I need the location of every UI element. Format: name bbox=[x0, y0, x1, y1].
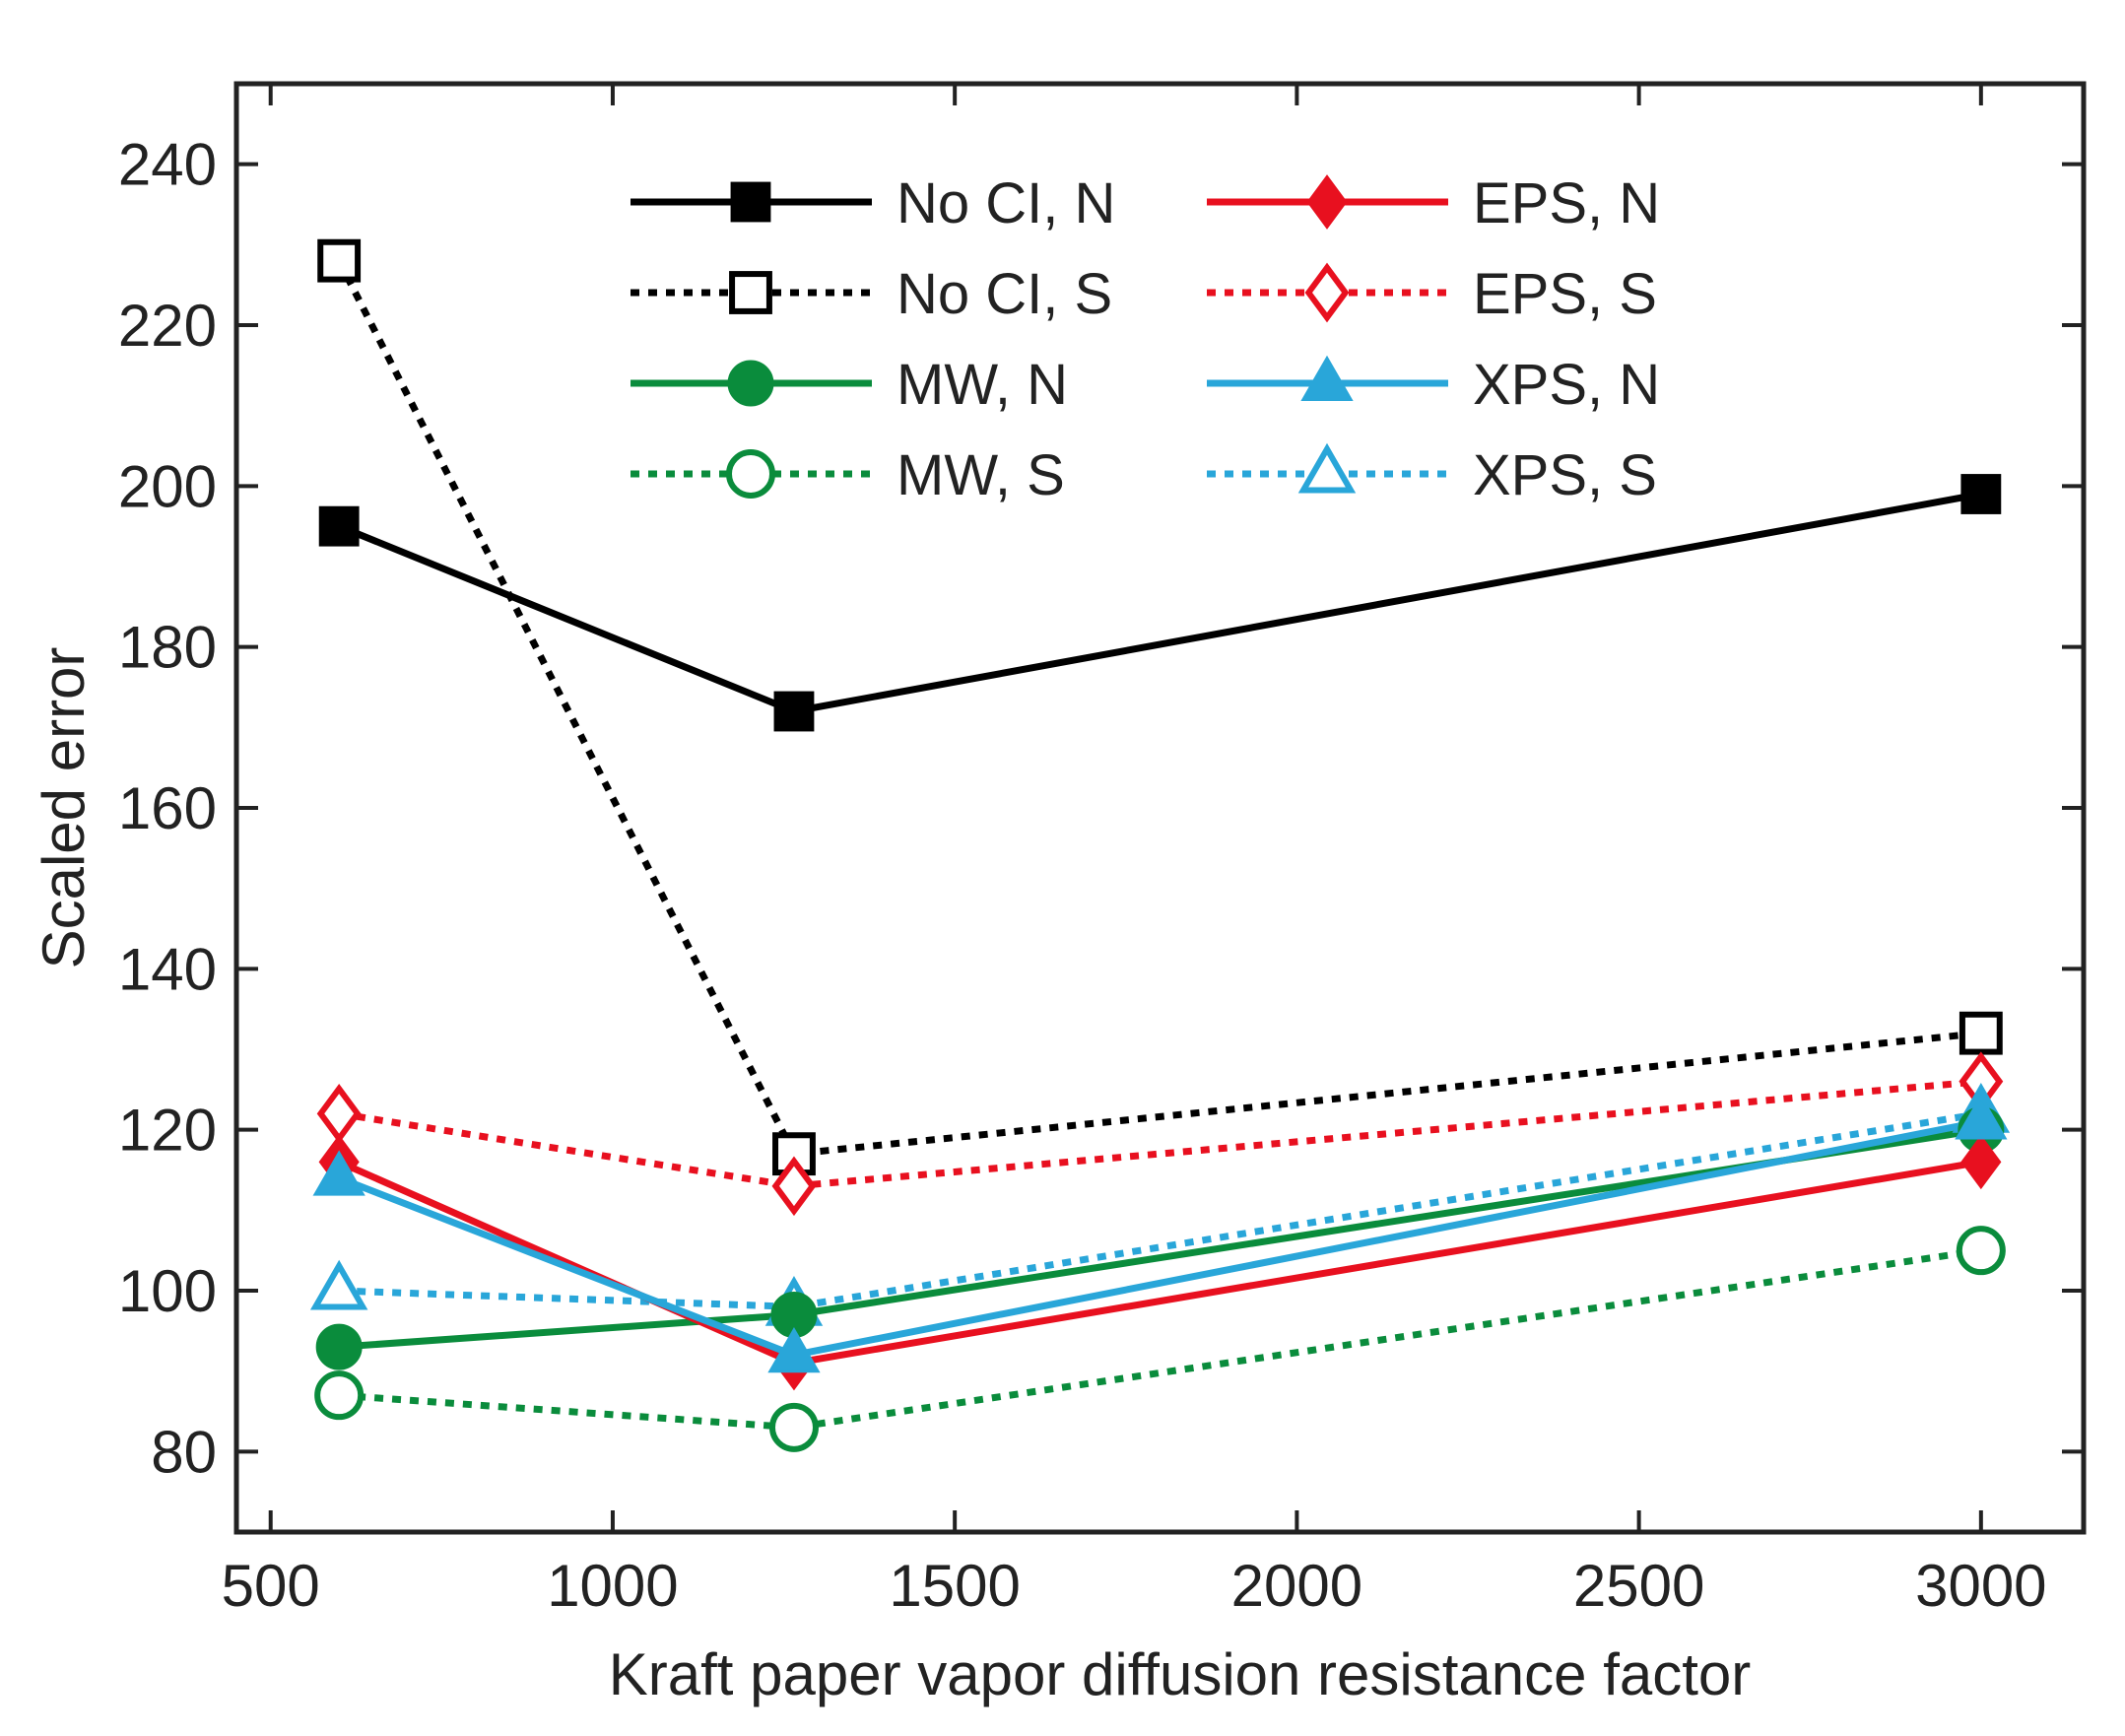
data-point-xps-n bbox=[312, 1150, 365, 1196]
legend-marker bbox=[727, 360, 774, 407]
legend-item-mw-s: MW, S bbox=[631, 443, 1065, 507]
data-point-no-ci-s bbox=[317, 238, 362, 283]
legend-label: EPS, S bbox=[1473, 262, 1657, 326]
legend-marker bbox=[729, 271, 772, 314]
legend-item-xps-s: XPS, S bbox=[1207, 442, 1657, 507]
data-point-no-ci-n bbox=[318, 505, 360, 547]
legend-marker bbox=[1306, 174, 1348, 230]
legend-marker bbox=[730, 181, 771, 223]
y-tick-label: 180 bbox=[118, 615, 217, 681]
legend-label: MW, N bbox=[896, 353, 1068, 417]
data-point-mw-s bbox=[314, 1370, 365, 1421]
data-point-mw-n bbox=[315, 1323, 363, 1370]
legend-label: EPS, N bbox=[1473, 171, 1660, 235]
x-tick-label: 500 bbox=[222, 1553, 320, 1619]
data-point-eps-s bbox=[771, 1156, 817, 1217]
legend-label: No CI, N bbox=[896, 171, 1115, 235]
legend-item-xps-n: XPS, N bbox=[1207, 353, 1660, 417]
legend-item-eps-s: EPS, S bbox=[1207, 262, 1657, 326]
data-point-no-ci-s bbox=[1959, 1011, 2003, 1055]
x-tick-label: 3000 bbox=[1915, 1553, 2046, 1619]
legend-marker bbox=[1297, 442, 1357, 494]
data-point-mw-s bbox=[768, 1402, 819, 1452]
y-axis-title: Scaled error bbox=[31, 647, 97, 969]
data-point-no-ci-n bbox=[773, 691, 815, 732]
series-line-xps-s bbox=[339, 1109, 1982, 1310]
legend-label: XPS, S bbox=[1473, 443, 1657, 507]
data-point-xps-n bbox=[1955, 1094, 2008, 1140]
y-tick-label: 120 bbox=[118, 1098, 217, 1164]
x-tick-label: 2000 bbox=[1231, 1553, 1362, 1619]
y-tick-label: 140 bbox=[118, 936, 217, 1002]
data-point-xps-n bbox=[767, 1327, 821, 1373]
series-layer bbox=[336, 259, 1982, 1432]
legend-label: No CI, S bbox=[896, 262, 1112, 326]
y-tick-label: 240 bbox=[118, 132, 217, 198]
legend-item-eps-n: EPS, N bbox=[1207, 171, 1660, 235]
marker-layer bbox=[309, 238, 2011, 1452]
y-tick-label: 80 bbox=[151, 1419, 217, 1485]
legend-item-mw-n: MW, N bbox=[631, 353, 1068, 417]
data-point-eps-n bbox=[1960, 1134, 2002, 1190]
legend-marker bbox=[1300, 355, 1354, 401]
data-point-no-ci-n bbox=[1960, 474, 2002, 514]
legend-item-no-ci-n: No CI, N bbox=[631, 171, 1115, 235]
data-point-mw-s bbox=[1956, 1226, 2006, 1276]
x-tick-label: 1500 bbox=[889, 1553, 1020, 1619]
series-line-no-ci-s bbox=[336, 259, 1982, 1158]
series-line-mw-n bbox=[338, 1126, 1982, 1351]
legend-label: XPS, N bbox=[1473, 353, 1660, 417]
data-point-xps-s bbox=[309, 1259, 368, 1310]
legend-item-no-ci-s: No CI, S bbox=[631, 262, 1112, 326]
x-tick-label: 2500 bbox=[1573, 1553, 1704, 1619]
data-point-eps-s bbox=[316, 1083, 362, 1144]
y-tick-label: 220 bbox=[118, 293, 217, 359]
legend: No CI, N No CI, S MW, N MW, S EPS, N EPS, S XP… bbox=[631, 171, 1660, 507]
y-tick-label: 160 bbox=[118, 775, 217, 841]
x-tick-label: 1000 bbox=[547, 1553, 678, 1619]
legend-marker bbox=[726, 449, 775, 499]
x-axis-title: Kraft paper vapor diffusion resistance f… bbox=[609, 1641, 1752, 1707]
tick-layer: 500 1000 1500 2000 2500 3000 80 100 120 140 160 180… bbox=[118, 84, 2084, 1619]
y-tick-label: 100 bbox=[118, 1258, 217, 1324]
y-tick-label: 200 bbox=[118, 453, 217, 519]
legend-label: MW, S bbox=[896, 443, 1065, 507]
data-point-no-ci-s bbox=[772, 1132, 816, 1176]
series-line-no-ci-n bbox=[337, 491, 1982, 715]
legend-marker bbox=[1304, 262, 1350, 323]
plot-frame bbox=[233, 81, 2087, 1535]
